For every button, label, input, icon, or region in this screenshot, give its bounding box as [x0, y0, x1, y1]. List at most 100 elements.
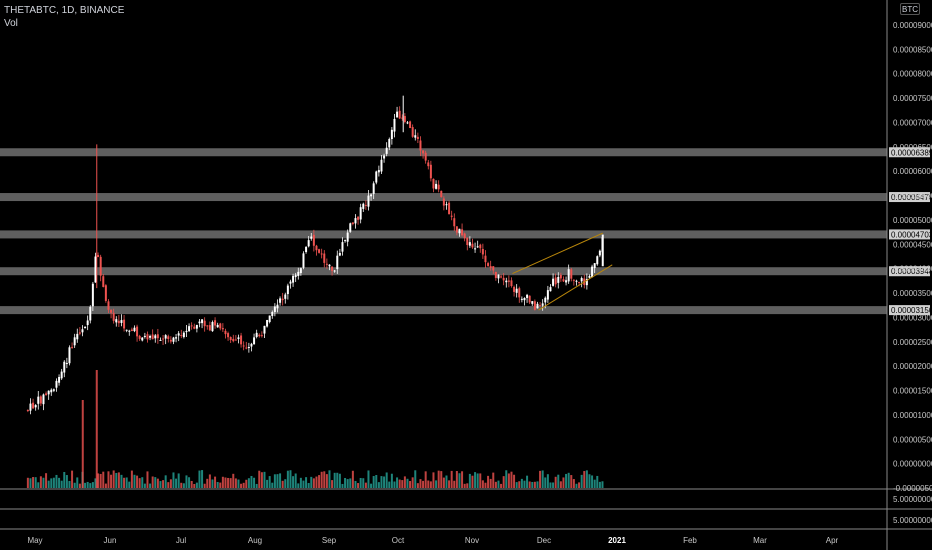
volume-bar [385, 472, 388, 488]
candle-body [250, 343, 253, 347]
candle-body [403, 116, 406, 122]
candle-body [463, 233, 466, 239]
candle-body [440, 190, 443, 198]
volume-bar [159, 481, 162, 488]
volume-bar [266, 479, 269, 488]
volume-bar [510, 471, 513, 488]
zone-band [0, 230, 887, 239]
volume-bar [156, 478, 159, 488]
candle-body [39, 396, 42, 404]
volume-bar [461, 471, 464, 488]
volume-bar [562, 477, 565, 488]
candle-body [357, 216, 360, 220]
price-tick-label: 0.00003000 [893, 313, 932, 322]
time-axis: May Jun Jul Aug Sep Oct Nov Dec 2021 Feb Mar Apr [27, 536, 838, 545]
volume-bar [26, 477, 29, 488]
candle-body [60, 371, 63, 379]
volume-bar [305, 477, 308, 488]
volume-bar [500, 483, 503, 488]
candle-body [591, 266, 594, 278]
volume-bar [546, 474, 549, 488]
candle-body [362, 203, 365, 209]
volume-bar [380, 476, 383, 488]
volume-indicator-label[interactable]: Vol [4, 18, 18, 29]
volume-bar [453, 480, 456, 488]
volume-bar [237, 479, 240, 488]
volume-bar [359, 477, 362, 488]
candle-body [520, 298, 523, 300]
candle-body [182, 332, 185, 338]
volume-bar [325, 474, 328, 488]
volume-bar [104, 483, 107, 488]
zone-label: 0.00006389 [891, 148, 932, 157]
candle-body [195, 324, 198, 329]
candle-body [84, 326, 87, 329]
candle-body [120, 320, 123, 323]
volume-bar [115, 472, 118, 488]
candle-body [396, 111, 399, 118]
time-tick-label: 2021 [608, 536, 626, 545]
volume-bar [520, 478, 523, 488]
candle-body [344, 240, 347, 242]
volume-bar [240, 483, 243, 488]
candle-body [502, 277, 505, 281]
candle-body [141, 337, 144, 341]
price-tick-label: 0.00006000 [893, 167, 932, 176]
candle-body [149, 335, 152, 338]
volume-bar [320, 471, 323, 488]
time-tick-label: Nov [465, 536, 479, 545]
volume-bar [242, 482, 245, 488]
volume-bar [133, 474, 136, 488]
candle-body [136, 326, 139, 337]
volume-bar [206, 478, 209, 488]
volume-bar [136, 475, 139, 488]
candle-body [234, 339, 237, 341]
currency-badge[interactable]: BTC [900, 3, 920, 15]
price-tick-label: 0.00008500 [893, 45, 932, 54]
volume-bar [492, 472, 495, 488]
volume-bar [468, 473, 471, 488]
candle-body [349, 223, 352, 232]
candle-body [91, 283, 94, 307]
volume-bar [39, 476, 42, 488]
candle-body [416, 136, 419, 139]
volume-bar [208, 474, 211, 488]
candle-body [474, 248, 477, 250]
price-series [26, 95, 604, 415]
zone-label-bg [889, 192, 930, 203]
candle-body [263, 325, 266, 334]
candle-body [359, 207, 362, 220]
zone-label: 0.00003948 [891, 267, 932, 276]
volume-bar [442, 477, 445, 488]
price-tick-label: 0.00005000 [893, 216, 932, 225]
candle-body [575, 280, 578, 282]
volume-bar [390, 473, 393, 488]
volume-bar [175, 478, 178, 488]
volume-bar [247, 478, 250, 488]
volume-bar [593, 479, 596, 488]
symbol-title[interactable]: THETABTC, 1D, BINANCE [4, 5, 125, 16]
volume-bar [310, 476, 313, 488]
candle-body [585, 279, 588, 286]
volume-bar [120, 474, 123, 488]
volume-bar [97, 473, 100, 488]
volume-bar [273, 474, 276, 488]
volume-bar [539, 470, 542, 488]
candle-body [110, 309, 113, 313]
volume-bar [362, 478, 365, 488]
volume-bar [167, 482, 170, 488]
volume-bar [125, 477, 128, 488]
volume-bar [580, 474, 583, 488]
volume-bar [63, 471, 66, 488]
time-tick-label: Sep [322, 536, 337, 545]
candle-body [411, 127, 414, 137]
volume-bar [302, 480, 305, 488]
candle-body [523, 298, 526, 301]
volume-bar [315, 476, 318, 488]
volume-bar [515, 482, 518, 488]
volume-bar [414, 470, 417, 488]
volume-bar [138, 478, 141, 488]
candle-body [297, 271, 300, 277]
